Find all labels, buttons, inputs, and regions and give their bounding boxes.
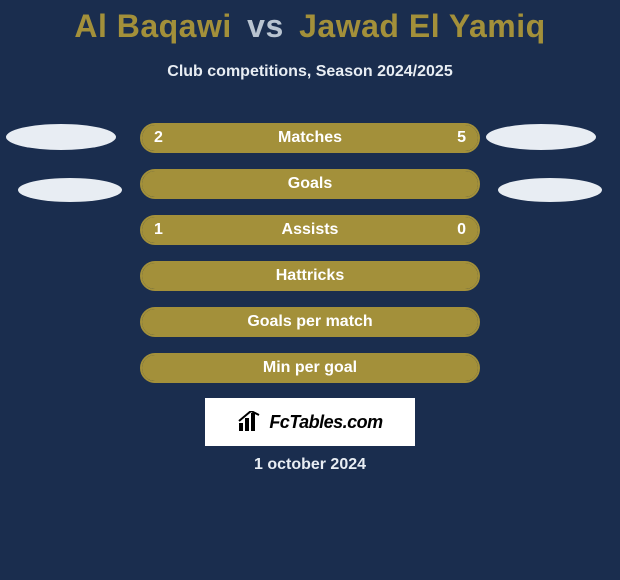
side-pill (18, 178, 122, 202)
stat-bar-metric-label: Min per goal (140, 359, 480, 377)
stat-bar-row: Goals (140, 169, 480, 199)
stat-bar-metric-label: Assists (140, 221, 480, 239)
subtitle: Club competitions, Season 2024/2025 (0, 63, 620, 81)
brand-text: FcTables.com (269, 412, 382, 433)
footer-date: 1 october 2024 (0, 456, 620, 474)
stat-bar-row: 2Matches5 (140, 123, 480, 153)
stat-bar-label: 1Assists0 (140, 221, 480, 239)
brand-bars-icon (237, 411, 263, 433)
side-pill (6, 124, 116, 150)
stat-bar-metric-label: Goals (140, 175, 480, 193)
side-pill (498, 178, 602, 202)
stat-bar-value-right: 5 (442, 129, 466, 147)
title: Al Baqawi vs Jawad El Yamiq (0, 8, 620, 45)
stat-bar-row: Goals per match (140, 307, 480, 337)
side-pill (486, 124, 596, 150)
stat-bar-metric-label: Matches (140, 129, 480, 147)
comparison-infographic: Al Baqawi vs Jawad El Yamiq Club competi… (0, 0, 620, 580)
brand-badge: FcTables.com (205, 398, 415, 446)
stat-bar-row: Hattricks (140, 261, 480, 291)
title-separator: vs (247, 8, 284, 44)
stat-bar-metric-label: Goals per match (140, 313, 480, 331)
stat-bar-value-right: 0 (442, 221, 466, 239)
stat-bar-row: 1Assists0 (140, 215, 480, 245)
stat-bar-label: 2Matches5 (140, 129, 480, 147)
title-player-left: Al Baqawi (74, 8, 231, 44)
title-player-right: Jawad El Yamiq (299, 8, 546, 44)
stat-bar-value-left: 1 (154, 221, 178, 239)
stat-bar-metric-label: Hattricks (140, 267, 480, 285)
stat-bar-row: Min per goal (140, 353, 480, 383)
stat-bar-value-left: 2 (154, 129, 178, 147)
